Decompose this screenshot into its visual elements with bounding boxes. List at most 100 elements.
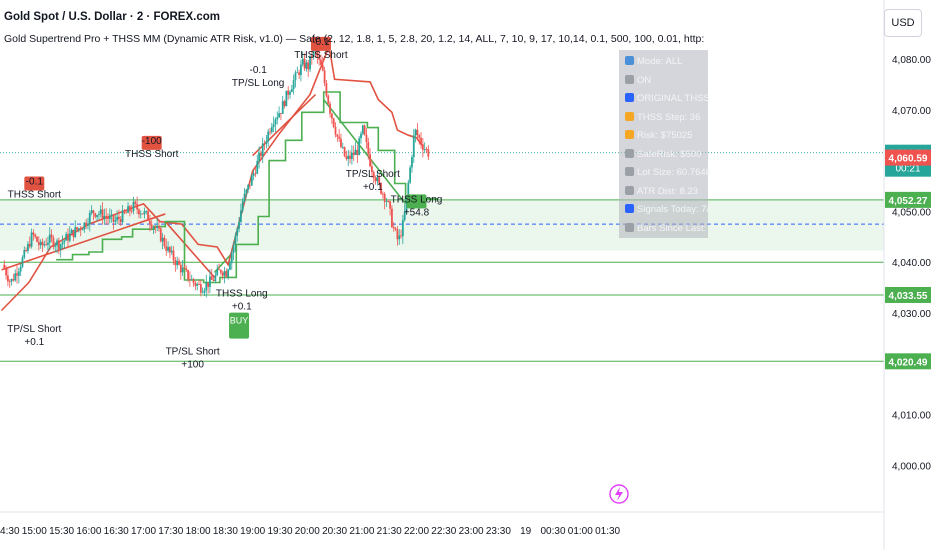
candle-body	[139, 213, 142, 215]
candle-body	[367, 142, 370, 155]
candle-body	[54, 245, 57, 247]
x-tick-label-2: 15:30	[49, 526, 74, 537]
candle-body	[59, 244, 62, 250]
x-tick-label-21: 01:00	[568, 526, 593, 537]
candle-body	[63, 240, 66, 243]
candle-body	[154, 227, 157, 228]
annotation-label-0-1: THSS Short	[8, 190, 62, 201]
candle-body	[32, 232, 35, 235]
candle-body	[76, 227, 78, 230]
chart-icon	[625, 204, 634, 213]
candle-body	[323, 70, 326, 84]
candle-body	[121, 210, 124, 223]
candle-body	[23, 249, 26, 258]
candle-body	[101, 209, 104, 220]
candle-body	[181, 267, 184, 273]
candle-body	[229, 263, 231, 270]
annotation-label-1-0: TP/SL Short	[7, 324, 61, 335]
candle-body	[119, 219, 122, 223]
x-tick-label-0: 14:30	[0, 526, 20, 537]
candle-body	[227, 269, 230, 277]
candle-body	[221, 272, 224, 276]
candle-body	[341, 146, 344, 148]
candle-body	[187, 270, 189, 280]
candle-body	[249, 184, 251, 186]
candle-body	[369, 154, 371, 167]
candle-body	[16, 273, 18, 276]
candle-body	[245, 189, 248, 194]
trade-line-0	[1, 213, 166, 271]
candle-body	[307, 62, 310, 70]
candle-body	[172, 250, 175, 261]
candle-body	[269, 131, 271, 133]
candle-body	[67, 234, 69, 241]
annotation-box-6	[310, 36, 331, 51]
candle-body	[385, 201, 388, 202]
candle-body	[349, 155, 351, 159]
x-tick-label-15: 22:00	[404, 526, 429, 537]
candle-body	[176, 260, 179, 266]
candle-body	[352, 152, 355, 155]
candle-body	[270, 127, 273, 133]
candle-body	[387, 201, 390, 202]
candle-body	[340, 138, 342, 148]
candle-body	[294, 72, 297, 81]
candle-body	[70, 229, 73, 234]
candle-body	[420, 137, 422, 145]
candle-body	[185, 268, 188, 271]
info-line-text: Risk: $75025	[637, 130, 693, 141]
candle-body	[43, 244, 46, 246]
candle-body	[192, 279, 195, 283]
candle-body	[371, 166, 373, 173]
candle-body	[321, 64, 324, 71]
candle-body	[189, 279, 191, 281]
symbol-title[interactable]: Gold Spot / U.S. Dollar · 2 · FOREX.com	[4, 11, 220, 23]
candle-body	[396, 229, 399, 240]
clock-icon	[625, 222, 634, 232]
info-line-4: Risk: $75025	[625, 130, 692, 141]
candle-body	[12, 279, 15, 281]
candle-body	[398, 235, 401, 240]
candle-body	[19, 266, 22, 272]
y-tick-label-9: 4,080.00	[892, 55, 931, 66]
annotation-box-0	[24, 176, 45, 191]
candle-body	[145, 211, 148, 212]
candle-body	[392, 227, 395, 229]
x-tick-label-13: 21:00	[349, 526, 374, 537]
candle-body	[138, 209, 140, 215]
candle-body	[158, 226, 160, 229]
candle-body	[161, 237, 164, 242]
candle-body	[423, 148, 426, 150]
candle-body	[118, 216, 120, 220]
indicator-legend[interactable]: Gold Supertrend Pro + THSS MM (Dynamic A…	[4, 33, 704, 45]
candle-body	[383, 193, 386, 202]
candle-body	[170, 250, 173, 253]
candle-body	[292, 80, 295, 89]
candle-body	[196, 284, 199, 286]
lightning-icon-bolt	[615, 487, 623, 501]
candle-body	[356, 149, 359, 155]
candle-body	[418, 135, 421, 138]
candle-body	[216, 269, 219, 276]
x-tick-label-7: 18:00	[186, 526, 211, 537]
candle-body	[28, 243, 31, 247]
candle-body	[234, 235, 237, 246]
candle-body	[141, 213, 144, 215]
y-tick-label-5: 4,040.00	[892, 258, 931, 269]
candle-body	[132, 201, 135, 211]
annotation-label-0-0: -0.1	[26, 177, 44, 188]
info-line-text: THSS Step: 36	[637, 111, 701, 123]
annotation-label-5-0: -0.1	[250, 65, 268, 76]
candle-body	[81, 229, 84, 231]
candle-body	[412, 135, 415, 158]
candle-body	[50, 234, 53, 238]
info-line-0: Mode: ALL	[625, 56, 682, 67]
candle-body	[239, 210, 242, 223]
candle-body	[3, 264, 6, 269]
level-badge-2-box	[885, 286, 931, 303]
candle-body	[267, 131, 270, 142]
candle-body	[123, 210, 126, 213]
currency-button[interactable]: USD	[884, 9, 922, 37]
level-badge-0-box	[885, 191, 931, 208]
